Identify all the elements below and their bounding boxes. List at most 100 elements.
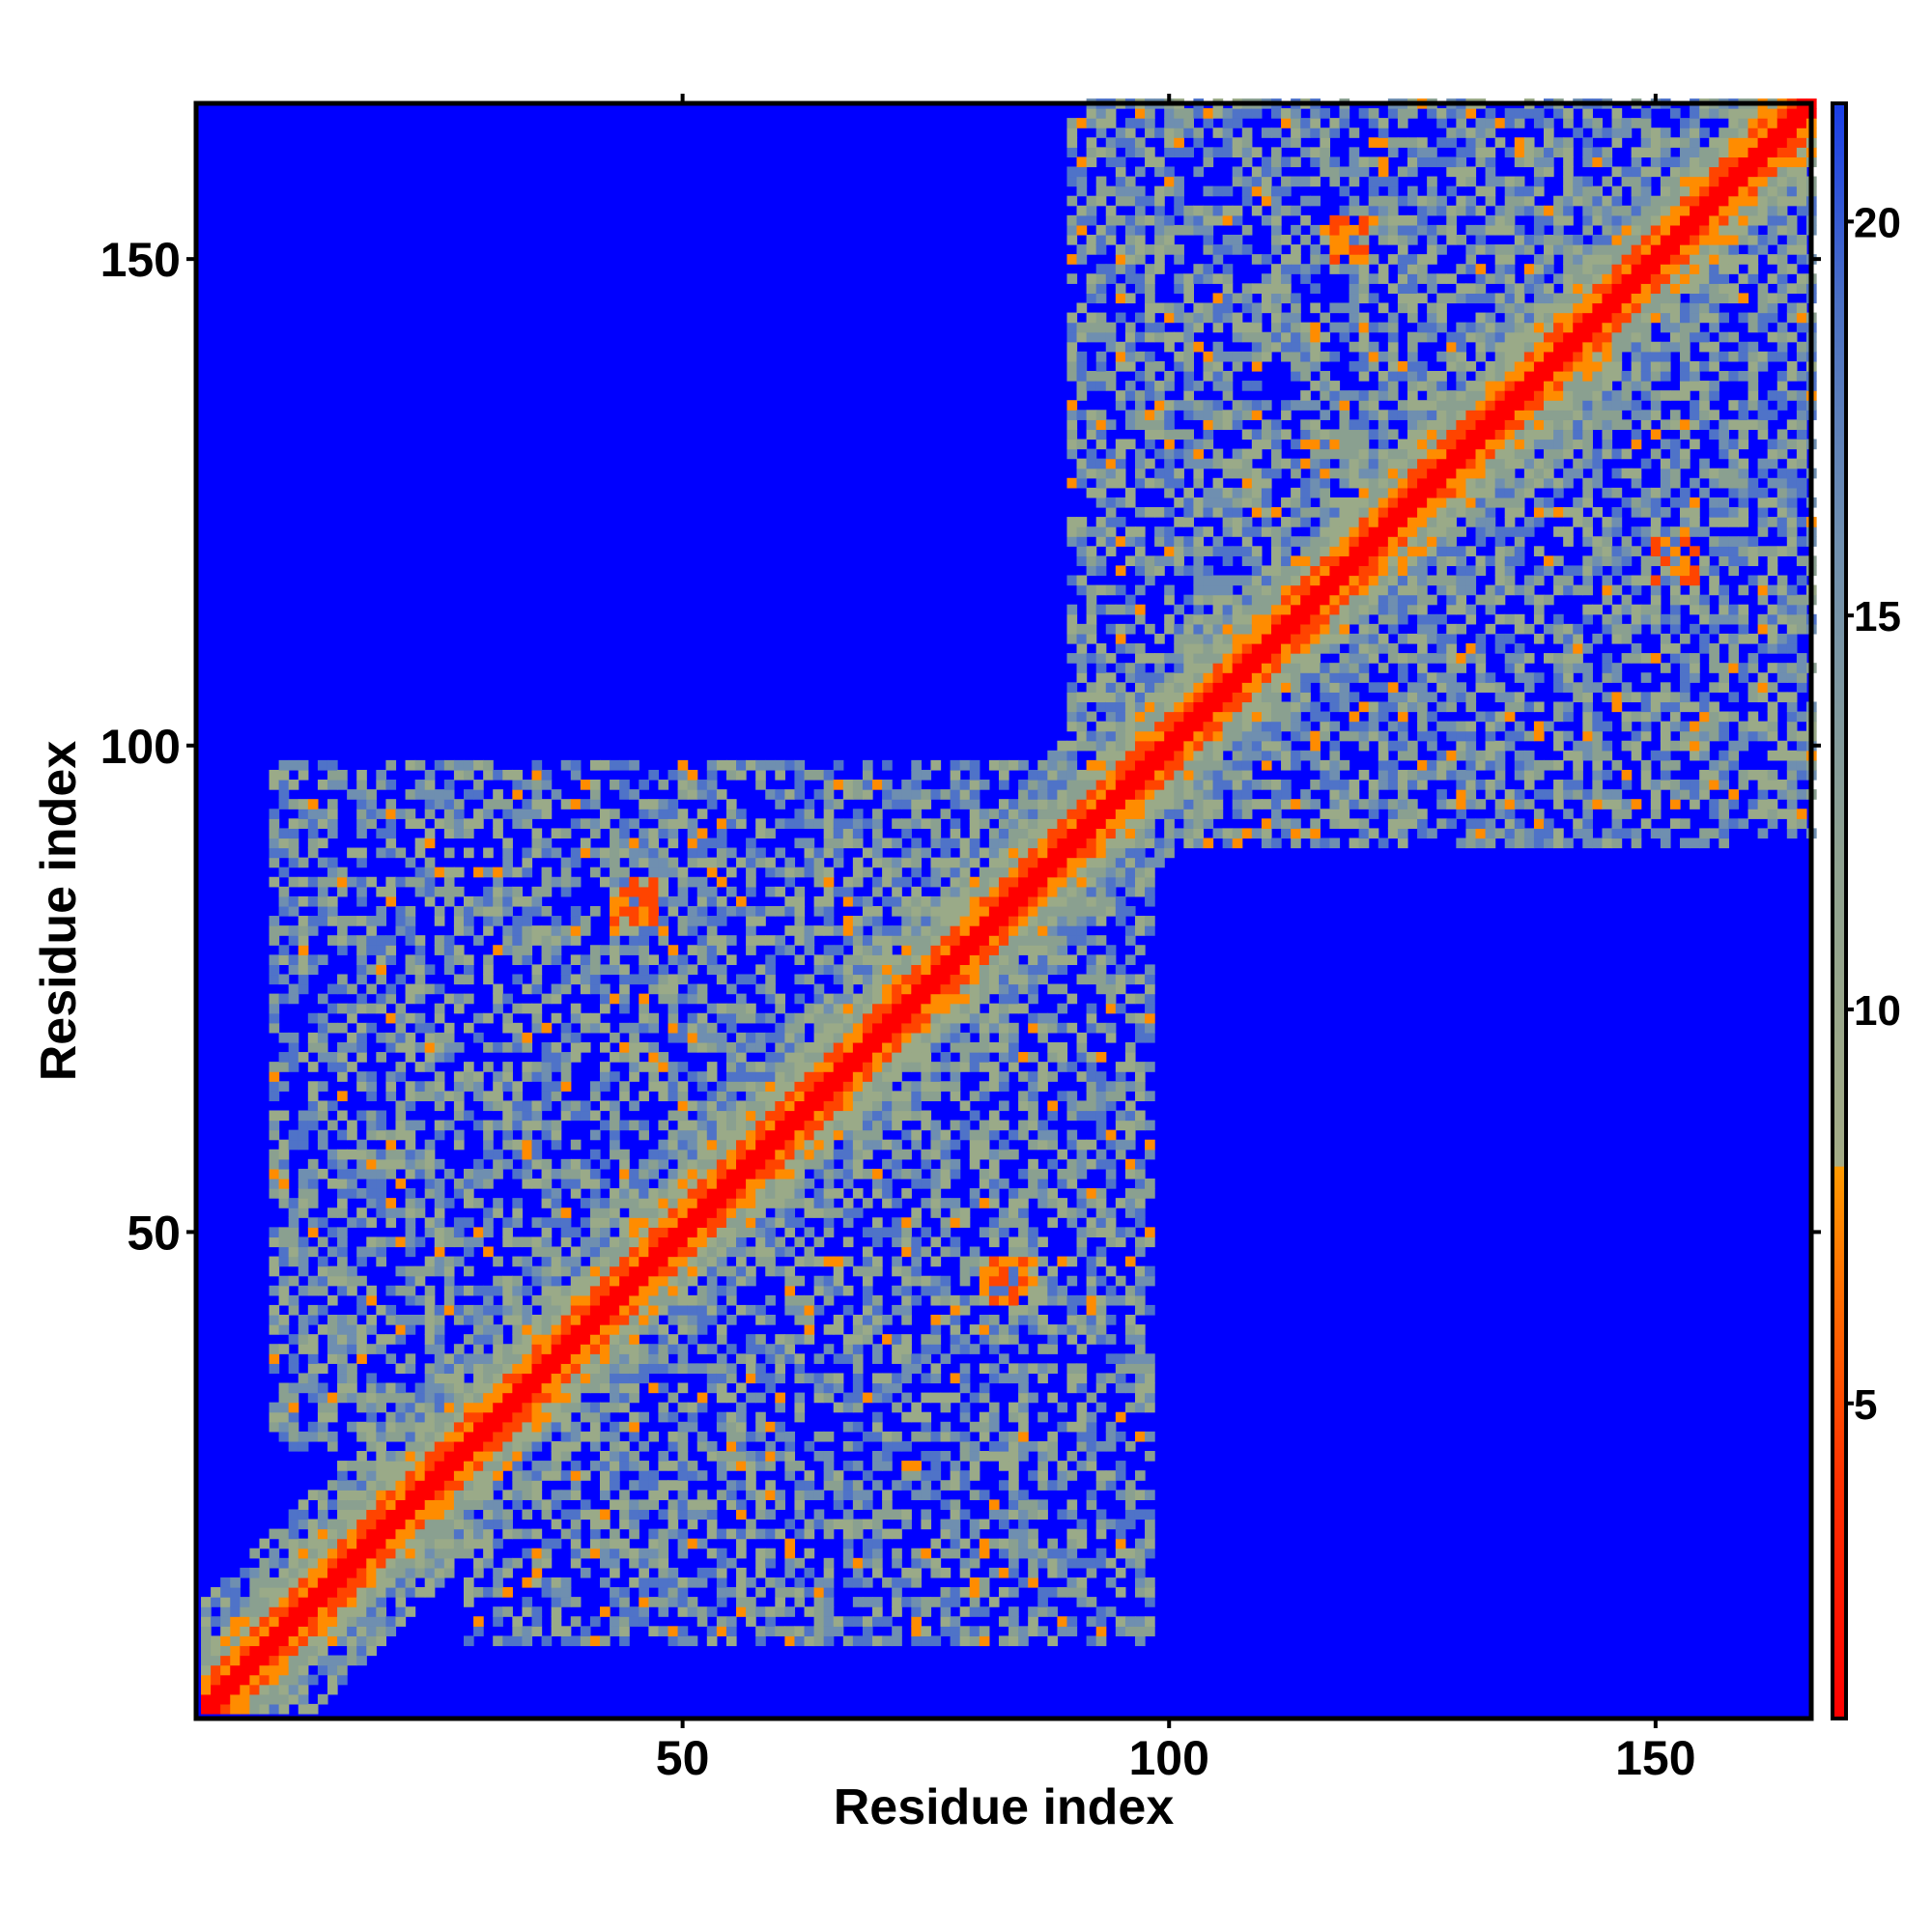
- heatmap-cell: [930, 1597, 942, 1607]
- heatmap-cell: [979, 1294, 990, 1306]
- heatmap-cell: [911, 1461, 922, 1471]
- heatmap-cell: [969, 1440, 980, 1452]
- heatmap-cell: [969, 1091, 980, 1102]
- heatmap-cell: [746, 974, 756, 985]
- heatmap-cell: [288, 1567, 299, 1578]
- heatmap-cell: [862, 1548, 873, 1559]
- heatmap-cell: [687, 769, 698, 781]
- heatmap-cell: [512, 1421, 524, 1433]
- heatmap-cell: [687, 1129, 698, 1141]
- heatmap-cell: [483, 1461, 494, 1471]
- heatmap-cell: [639, 1304, 649, 1316]
- heatmap-cell: [1047, 1606, 1058, 1617]
- heatmap-cell: [736, 1041, 747, 1053]
- heatmap-cell: [483, 1246, 494, 1258]
- heatmap-cell: [930, 876, 942, 888]
- heatmap-cell: [901, 895, 912, 907]
- heatmap-cell: [570, 974, 582, 985]
- heatmap-cell: [940, 1062, 952, 1072]
- heatmap-cell: [1037, 1022, 1048, 1034]
- heatmap-cell: [434, 799, 445, 810]
- heatmap-cell: [424, 1480, 436, 1491]
- heatmap-cell: [337, 1246, 348, 1258]
- heatmap-cell: [998, 935, 1009, 946]
- heatmap-cell: [560, 1392, 572, 1404]
- heatmap-cell: [580, 1499, 591, 1511]
- heatmap-cell: [1037, 780, 1048, 790]
- heatmap-cell: [833, 1100, 844, 1112]
- heatmap-cell: [969, 886, 980, 897]
- heatmap-cell: [1028, 1110, 1038, 1122]
- heatmap-cell: [385, 1236, 397, 1248]
- heatmap-cell: [959, 935, 971, 946]
- heatmap-cell: [211, 1664, 221, 1676]
- heatmap-cell: [288, 1597, 299, 1607]
- heatmap-cell: [610, 1597, 620, 1607]
- heatmap-cell: [765, 1032, 776, 1043]
- heatmap-cell: [775, 935, 785, 946]
- heatmap-cell: [639, 916, 649, 926]
- heatmap-cell: [570, 1480, 582, 1491]
- heatmap-cell: [969, 1451, 980, 1462]
- heatmap-cell: [356, 1635, 367, 1647]
- heatmap-cell: [589, 847, 601, 859]
- heatmap-cell: [794, 1597, 806, 1607]
- heatmap-cell: [483, 895, 494, 907]
- heatmap-cell: [872, 1022, 883, 1034]
- heatmap-cell: [1047, 905, 1058, 917]
- heatmap-cell: [493, 1304, 503, 1316]
- heatmap-cell: [979, 1519, 990, 1530]
- heatmap-cell: [269, 1587, 280, 1598]
- heatmap-cell: [385, 993, 397, 1005]
- heatmap-cell: [804, 1567, 815, 1578]
- heatmap-cell: [405, 1451, 416, 1462]
- heatmap-cell: [736, 1032, 747, 1043]
- heatmap-cell: [979, 886, 990, 897]
- heatmap-cell: [541, 1392, 553, 1404]
- heatmap-cell: [979, 1392, 990, 1404]
- heatmap-cell: [249, 1655, 261, 1666]
- heatmap-cell: [385, 1158, 397, 1170]
- heatmap-cell: [1047, 1294, 1058, 1306]
- heatmap-cell: [317, 895, 328, 907]
- heatmap-cell: [589, 789, 601, 800]
- heatmap-cell: [725, 1490, 737, 1500]
- heatmap-cell: [560, 1217, 572, 1228]
- heatmap-cell: [288, 964, 299, 976]
- heatmap-cell: [610, 1315, 620, 1325]
- heatmap-cell: [1037, 1168, 1048, 1179]
- heatmap-cell: [366, 1509, 377, 1520]
- heatmap-cell: [502, 1382, 513, 1394]
- heatmap-cell: [619, 1091, 630, 1102]
- heatmap-cell: [443, 1022, 455, 1034]
- heatmap-cell: [969, 983, 980, 995]
- heatmap-cell: [317, 1528, 328, 1540]
- heatmap-cell: [911, 1265, 922, 1277]
- heatmap-cell: [736, 1548, 747, 1559]
- heatmap-cell: [706, 1275, 718, 1287]
- heatmap-cell: [483, 1168, 494, 1179]
- heatmap-cell: [356, 1548, 367, 1559]
- heatmap-cell: [531, 1557, 543, 1569]
- heatmap-cell: [775, 1587, 785, 1598]
- heatmap-cell: [580, 1431, 591, 1442]
- heatmap-cell: [473, 1411, 484, 1423]
- heatmap-cell: [376, 1402, 387, 1413]
- heatmap-cell: [930, 935, 942, 946]
- heatmap-cell: [551, 1324, 562, 1335]
- heatmap-cell: [443, 809, 455, 819]
- heatmap-cell: [424, 895, 436, 907]
- heatmap-cell: [959, 799, 971, 810]
- heatmap-cell: [522, 1392, 533, 1404]
- heatmap-cell: [1009, 809, 1019, 819]
- heatmap-cell: [298, 1052, 309, 1063]
- heatmap-cell: [833, 1052, 844, 1063]
- heatmap-cell: [619, 828, 630, 839]
- heatmap-cell: [356, 1557, 367, 1569]
- heatmap-cell: [473, 1227, 484, 1238]
- heatmap-cell: [317, 809, 328, 819]
- heatmap-cell: [1018, 759, 1029, 771]
- heatmap-cell: [736, 1236, 747, 1248]
- heatmap-cell: [570, 1052, 582, 1063]
- heatmap-cell: [725, 1022, 737, 1034]
